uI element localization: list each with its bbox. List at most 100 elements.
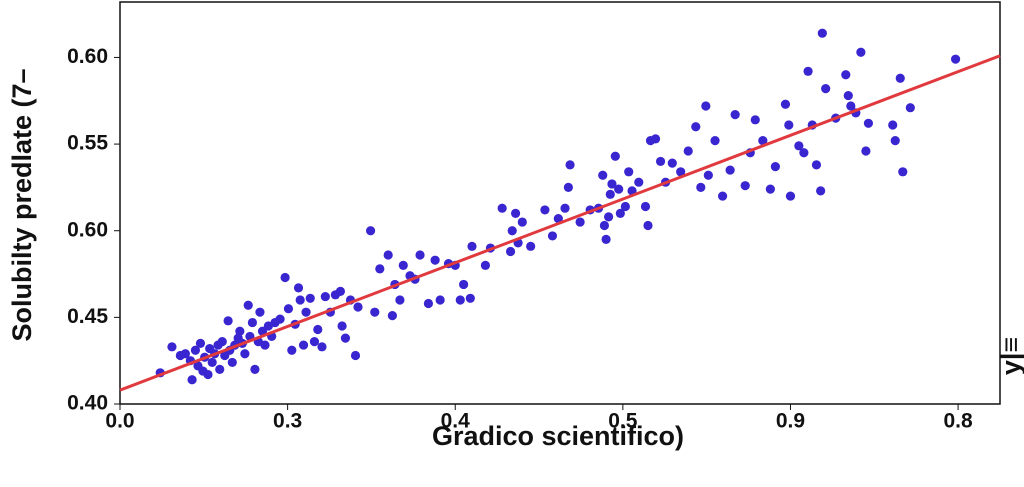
point: [655, 156, 666, 167]
point: [517, 217, 527, 227]
point: [691, 122, 701, 132]
x-tick-label: 0.8: [943, 410, 973, 433]
point: [247, 317, 258, 328]
point: [398, 260, 408, 270]
point: [510, 208, 521, 218]
fit-line: [119, 54, 1001, 392]
point: [215, 364, 225, 374]
point: [794, 141, 804, 151]
point: [370, 307, 380, 317]
point: [861, 146, 871, 156]
point: [765, 184, 775, 194]
annotation: y|≡: [996, 337, 1024, 375]
point: [821, 84, 831, 94]
point: [607, 179, 617, 189]
point: [190, 345, 201, 355]
point: [717, 191, 728, 201]
point: [683, 146, 693, 156]
point: [353, 302, 363, 312]
point: [696, 182, 706, 193]
x-tick-label: 0.0: [105, 410, 134, 433]
x-tick-label: 0.9: [776, 410, 805, 433]
y-axis-label: Solubilty predlate (7–: [7, 68, 37, 341]
y-tick-label: 0.40: [67, 392, 108, 415]
y-tick-label: 0.55: [67, 132, 108, 155]
point: [604, 212, 614, 222]
point: [217, 337, 227, 347]
point: [298, 340, 309, 350]
point: [235, 326, 245, 336]
point: [255, 307, 265, 317]
point: [187, 375, 197, 385]
point: [799, 148, 809, 158]
point: [540, 205, 550, 215]
point: [846, 101, 856, 111]
y-tick-label: 0.60: [67, 45, 108, 68]
point: [610, 151, 620, 161]
point: [803, 66, 813, 76]
point: [553, 213, 563, 224]
point: [730, 110, 740, 120]
point: [301, 307, 311, 317]
x-tick-label: 0.3: [273, 410, 302, 433]
point: [387, 311, 397, 321]
point: [497, 203, 507, 213]
point: [383, 250, 393, 260]
point: [395, 295, 405, 305]
point: [620, 201, 630, 212]
point: [890, 136, 900, 146]
point: [293, 283, 304, 293]
point: [227, 357, 237, 368]
point: [563, 182, 573, 193]
point: [350, 350, 361, 361]
point: [624, 167, 634, 177]
point: [816, 186, 826, 196]
point: [180, 349, 190, 359]
point: [643, 220, 653, 231]
point: [950, 54, 961, 64]
point: [560, 203, 570, 213]
point: [898, 167, 908, 177]
point: [283, 304, 294, 314]
point: [565, 160, 575, 170]
point: [337, 321, 347, 331]
point: [905, 103, 915, 113]
y-tick-label: 0.60: [67, 218, 108, 241]
point: [305, 293, 315, 303]
point: [415, 250, 425, 260]
point: [423, 298, 434, 309]
point: [207, 357, 217, 368]
point: [223, 316, 233, 326]
point: [275, 314, 285, 324]
x-axis-label: Gradico scientifico): [432, 421, 684, 451]
point: [785, 191, 796, 201]
point: [811, 160, 822, 170]
point: [547, 231, 558, 241]
point: [320, 291, 330, 302]
point: [740, 181, 750, 191]
y-tick-label: 0.45: [67, 305, 108, 328]
x-tick-label: 0.5: [608, 410, 638, 433]
point: [365, 226, 376, 236]
point: [841, 70, 851, 80]
point: [340, 333, 351, 343]
point: [250, 364, 260, 374]
point: [784, 120, 794, 130]
point: [817, 28, 827, 38]
point: [615, 208, 625, 218]
point: [575, 217, 585, 227]
point: [505, 246, 516, 257]
point: [725, 165, 735, 175]
point: [455, 295, 465, 305]
point: [243, 300, 253, 310]
point: [240, 349, 250, 359]
point: [313, 324, 323, 335]
point: [375, 264, 385, 274]
point: [667, 158, 677, 168]
point: [480, 260, 491, 270]
point: [750, 115, 760, 125]
point: [287, 345, 297, 355]
point: [598, 170, 608, 180]
x-tick-label: 0.4: [441, 410, 471, 433]
point: [780, 99, 791, 109]
